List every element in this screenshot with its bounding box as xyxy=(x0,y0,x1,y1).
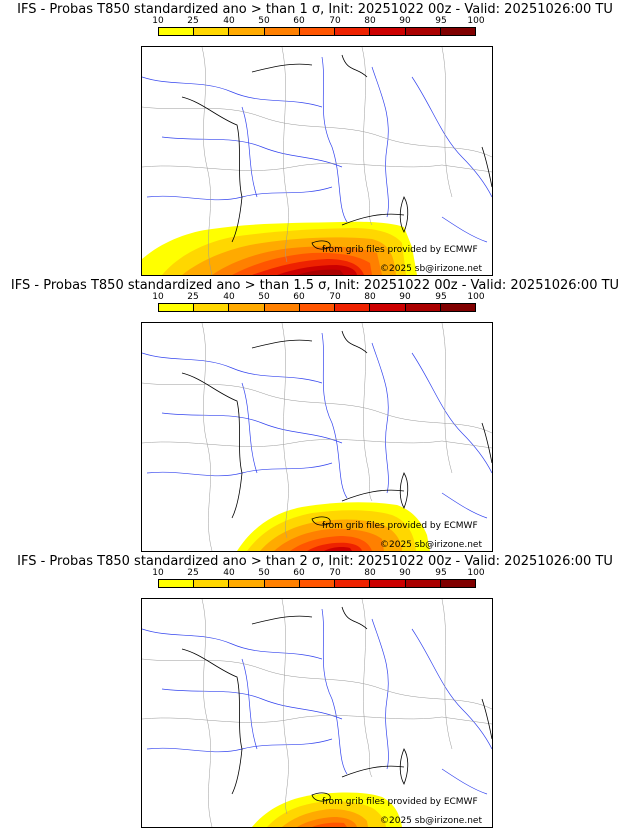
probability-field xyxy=(252,792,402,827)
colorbar-swatch xyxy=(159,28,195,35)
credit-source: from grib files provided by ECMWF xyxy=(322,797,478,807)
colorbar-swatch xyxy=(405,304,441,311)
colorbar-label: 70 xyxy=(329,568,341,578)
map-area: from grib files provided by ECMWF ©2025 … xyxy=(141,46,493,276)
colorbar-label: 95 xyxy=(435,568,447,578)
credit-copyright: ©2025 sb@irizone.net xyxy=(380,540,482,550)
colorbar-label: 100 xyxy=(467,292,485,302)
map-svg xyxy=(142,323,492,551)
credit-copyright: ©2025 sb@irizone.net xyxy=(380,264,482,274)
colorbar-label: 60 xyxy=(293,16,305,26)
colorbar-swatch xyxy=(299,28,336,35)
colorbar-label: 10 xyxy=(152,16,164,26)
colorbar-label: 40 xyxy=(223,292,235,302)
colorbar-labels: 10 25 40 50 60 70 80 90 95 100 xyxy=(152,16,484,27)
colorbar-labels: 10 25 40 50 60 70 80 90 95 100 xyxy=(152,568,484,579)
colorbar-label: 40 xyxy=(223,16,235,26)
map-panel-2: IFS - Probas T850 standardized ano > tha… xyxy=(0,276,630,552)
colorbar-swatch xyxy=(335,28,371,35)
map-svg xyxy=(142,47,492,275)
colorbar xyxy=(158,579,476,588)
map-panel-1: IFS - Probas T850 standardized ano > tha… xyxy=(0,0,630,276)
colorbar-label: 100 xyxy=(467,568,485,578)
colorbar-swatch xyxy=(370,304,406,311)
colorbar-label: 100 xyxy=(467,16,485,26)
colorbar-swatch xyxy=(335,580,371,587)
admin-borders xyxy=(142,599,492,827)
colorbar-swatch xyxy=(229,304,265,311)
colorbar-swatch xyxy=(405,28,441,35)
rivers xyxy=(142,608,492,795)
probability-field xyxy=(237,502,430,551)
map-area: from grib files provided by ECMWF ©2025 … xyxy=(141,598,493,828)
colorbar-label: 10 xyxy=(152,568,164,578)
colorbar-swatch xyxy=(440,304,475,311)
coastlines xyxy=(181,330,492,526)
colorbar-swatch xyxy=(440,28,475,35)
admin-borders xyxy=(142,323,492,551)
colorbar-swatch xyxy=(405,580,441,587)
colorbar-swatch xyxy=(229,28,265,35)
colorbar-label: 95 xyxy=(435,16,447,26)
colorbar-label: 90 xyxy=(399,568,411,578)
map-area: from grib files provided by ECMWF ©2025 … xyxy=(141,322,493,552)
coastlines xyxy=(181,606,492,802)
colorbar-swatch xyxy=(299,304,336,311)
colorbar-swatch xyxy=(440,580,475,587)
colorbar-swatch xyxy=(159,580,195,587)
colorbar-label: 80 xyxy=(364,568,376,578)
colorbar xyxy=(158,27,476,36)
coastlines xyxy=(181,54,492,250)
map-svg xyxy=(142,599,492,827)
colorbar-label: 80 xyxy=(364,292,376,302)
colorbar-label: 95 xyxy=(435,292,447,302)
credit-source: from grib files provided by ECMWF xyxy=(322,521,478,531)
panel-title: IFS - Probas T850 standardized ano > tha… xyxy=(17,554,613,569)
colorbar-swatch xyxy=(299,580,336,587)
colorbar-swatch xyxy=(194,580,230,587)
admin-borders xyxy=(142,47,492,275)
rivers xyxy=(142,56,492,243)
colorbar-swatch xyxy=(335,304,371,311)
colorbar-swatch xyxy=(370,580,406,587)
credit-source: from grib files provided by ECMWF xyxy=(322,245,478,255)
colorbar-label: 25 xyxy=(187,568,199,578)
colorbar-swatch xyxy=(264,580,300,587)
probability-field xyxy=(142,221,417,275)
credit-copyright: ©2025 sb@irizone.net xyxy=(380,816,482,826)
colorbar-labels: 10 25 40 50 60 70 80 90 95 100 xyxy=(152,292,484,303)
colorbar-label: 70 xyxy=(329,292,341,302)
panel-title: IFS - Probas T850 standardized ano > tha… xyxy=(10,278,620,293)
colorbar-label: 60 xyxy=(293,292,305,302)
colorbar-label: 50 xyxy=(258,16,270,26)
colorbar-label: 60 xyxy=(293,568,305,578)
colorbar-swatch xyxy=(194,304,230,311)
rivers xyxy=(142,332,492,519)
colorbar xyxy=(158,303,476,312)
colorbar-label: 25 xyxy=(187,292,199,302)
colorbar-label: 50 xyxy=(258,568,270,578)
colorbar-swatch xyxy=(194,28,230,35)
colorbar-label: 10 xyxy=(152,292,164,302)
colorbar-label: 80 xyxy=(364,16,376,26)
colorbar-label: 25 xyxy=(187,16,199,26)
colorbar-label: 40 xyxy=(223,568,235,578)
colorbar-swatch xyxy=(159,304,195,311)
panel-title: IFS - Probas T850 standardized ano > tha… xyxy=(17,2,613,17)
colorbar-swatch xyxy=(370,28,406,35)
colorbar-label: 50 xyxy=(258,292,270,302)
map-panel-3: IFS - Probas T850 standardized ano > tha… xyxy=(0,552,630,828)
colorbar-swatch xyxy=(264,28,300,35)
colorbar-swatch xyxy=(264,304,300,311)
colorbar-label: 90 xyxy=(399,292,411,302)
colorbar-label: 70 xyxy=(329,16,341,26)
colorbar-swatch xyxy=(229,580,265,587)
colorbar-label: 90 xyxy=(399,16,411,26)
